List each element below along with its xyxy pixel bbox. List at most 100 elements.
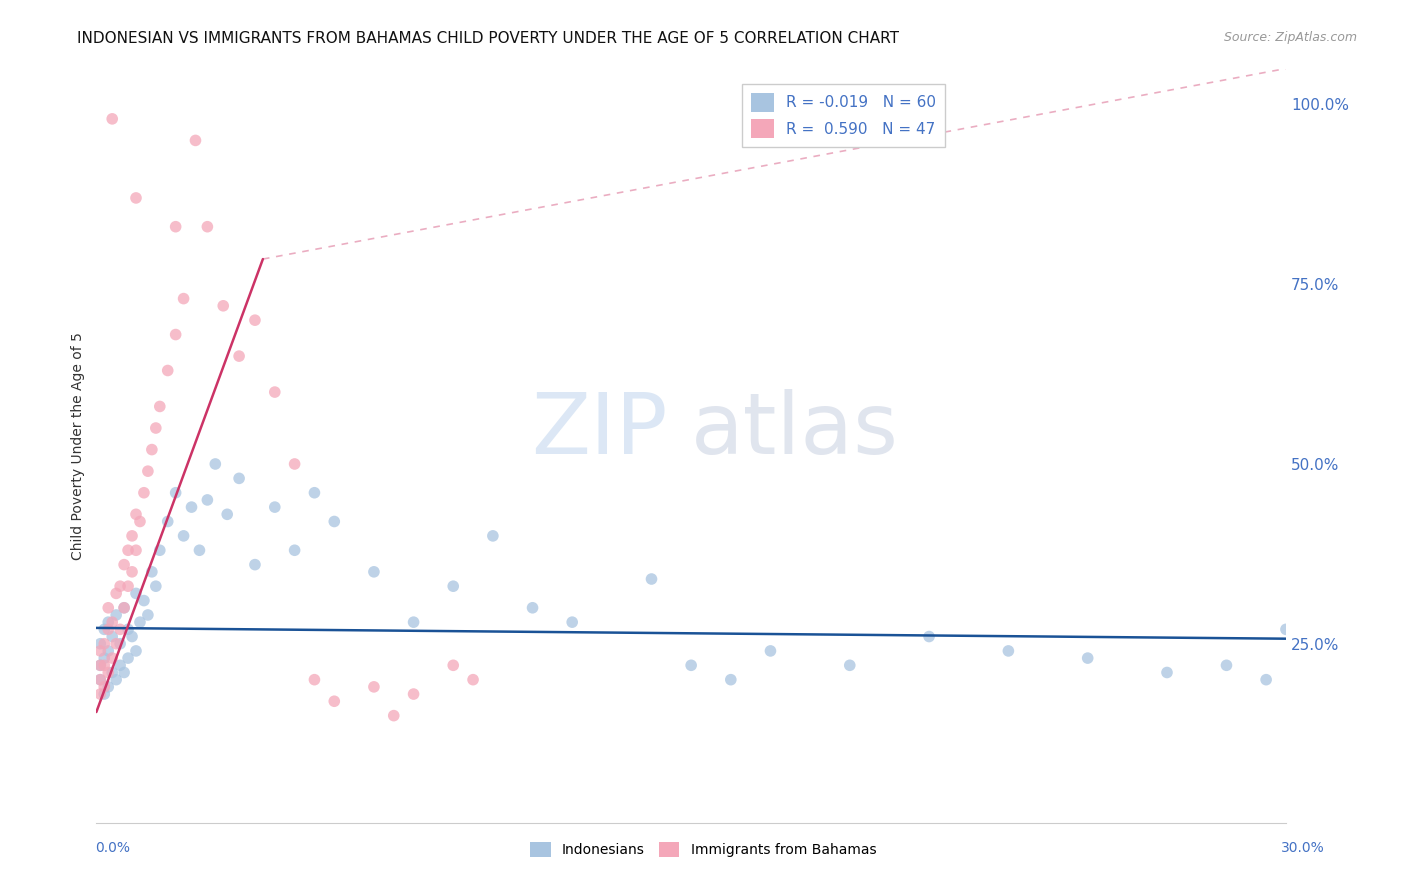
Point [93, 637, 115, 651]
Point [918, 630, 941, 644]
Point [112, 665, 135, 680]
Point [1275, 623, 1298, 637]
Point [522, 600, 544, 615]
Point [482, 529, 505, 543]
Point [89, 673, 111, 687]
Point [93, 680, 115, 694]
Y-axis label: Child Poverty Under the Age of 5: Child Poverty Under the Age of 5 [72, 332, 86, 560]
Point [838, 658, 860, 673]
Point [97, 665, 120, 680]
Point [89, 644, 111, 658]
Point [117, 651, 139, 665]
Point [93, 658, 115, 673]
Point [93, 651, 115, 665]
Point [89, 658, 111, 673]
Point [720, 673, 742, 687]
Point [184, 133, 207, 147]
Point [125, 543, 148, 558]
Text: 30.0%: 30.0% [1281, 840, 1324, 855]
Text: atlas: atlas [692, 390, 900, 473]
Point [101, 651, 124, 665]
Point [217, 508, 239, 522]
Point [681, 658, 703, 673]
Point [105, 673, 128, 687]
Point [97, 680, 120, 694]
Point [382, 708, 405, 723]
Point [97, 600, 120, 615]
Point [304, 673, 326, 687]
Point [1156, 665, 1178, 680]
Point [136, 464, 159, 478]
Text: 0.0%: 0.0% [96, 840, 131, 855]
Point [112, 600, 135, 615]
Point [136, 607, 159, 622]
Point [117, 623, 139, 637]
Point [156, 363, 179, 377]
Point [145, 579, 167, 593]
Point [228, 471, 250, 485]
Point [108, 579, 131, 593]
Point [561, 615, 583, 629]
Text: Source: ZipAtlas.com: Source: ZipAtlas.com [1223, 31, 1357, 45]
Point [441, 658, 464, 673]
Point [195, 219, 218, 234]
Point [243, 558, 266, 572]
Point [141, 442, 163, 457]
Point [141, 565, 163, 579]
Point [89, 673, 111, 687]
Point [121, 565, 143, 579]
Point [125, 644, 148, 658]
Point [93, 623, 115, 637]
Point [204, 457, 226, 471]
Point [212, 299, 235, 313]
Point [121, 630, 143, 644]
Point [132, 485, 155, 500]
Point [441, 579, 464, 593]
Point [263, 385, 285, 400]
Point [108, 623, 131, 637]
Legend: Indonesians, Immigrants from Bahamas: Indonesians, Immigrants from Bahamas [524, 837, 882, 863]
Point [402, 615, 425, 629]
Point [108, 637, 131, 651]
Point [125, 586, 148, 600]
Point [101, 112, 124, 126]
Point [243, 313, 266, 327]
Text: ZIP: ZIP [531, 390, 668, 473]
Legend: R = -0.019   N = 60, R =  0.590   N = 47: R = -0.019 N = 60, R = 0.590 N = 47 [742, 84, 945, 147]
Point [149, 400, 172, 414]
Point [640, 572, 662, 586]
Point [165, 219, 187, 234]
Point [89, 658, 111, 673]
Point [323, 694, 346, 708]
Point [93, 687, 115, 701]
Point [363, 565, 385, 579]
Point [228, 349, 250, 363]
Point [105, 586, 128, 600]
Point [402, 687, 425, 701]
Point [117, 579, 139, 593]
Point [1077, 651, 1099, 665]
Point [180, 500, 202, 515]
Point [173, 292, 195, 306]
Point [149, 543, 172, 558]
Point [101, 665, 124, 680]
Point [112, 558, 135, 572]
Point [105, 637, 128, 651]
Point [284, 457, 307, 471]
Point [165, 327, 187, 342]
Point [89, 637, 111, 651]
Point [125, 191, 148, 205]
Point [97, 644, 120, 658]
Point [145, 421, 167, 435]
Point [304, 485, 326, 500]
Point [156, 515, 179, 529]
Text: INDONESIAN VS IMMIGRANTS FROM BAHAMAS CHILD POVERTY UNDER THE AGE OF 5 CORRELATI: INDONESIAN VS IMMIGRANTS FROM BAHAMAS CH… [77, 31, 900, 46]
Point [165, 485, 187, 500]
Point [117, 543, 139, 558]
Point [101, 615, 124, 629]
Point [759, 644, 782, 658]
Point [195, 492, 218, 507]
Point [101, 630, 124, 644]
Point [173, 529, 195, 543]
Point [112, 600, 135, 615]
